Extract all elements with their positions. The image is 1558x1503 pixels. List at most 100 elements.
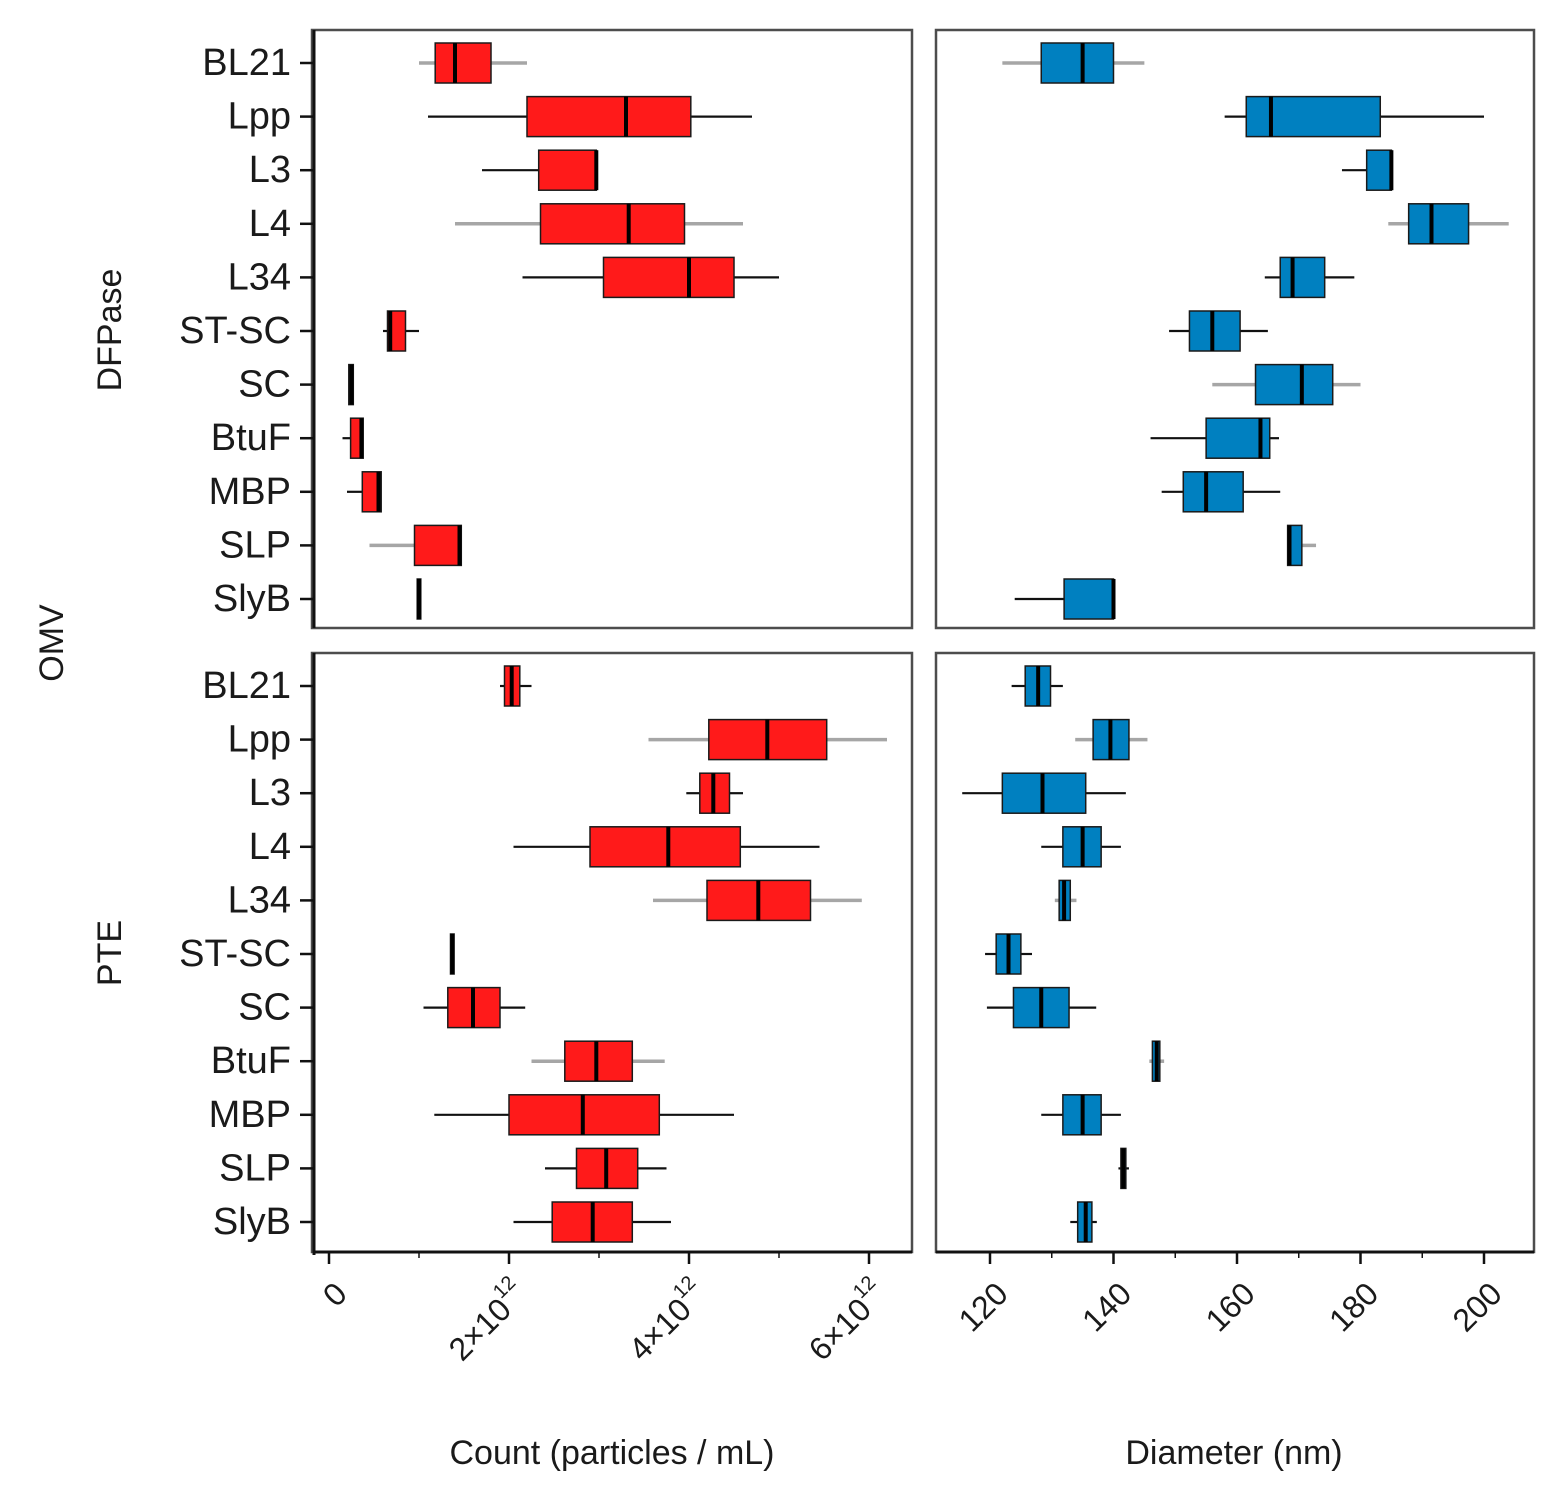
box-st-sc (449, 933, 455, 975)
category-label: BtuF (211, 1040, 291, 1082)
category-label: SLP (219, 1147, 291, 1189)
box-l3 (1341, 149, 1394, 191)
box-iqr (434, 42, 492, 84)
x-tick-label: 2×1012 (438, 1272, 534, 1368)
box-sc (423, 986, 526, 1029)
box-slyb (1070, 1201, 1097, 1243)
box-l4 (455, 203, 743, 245)
panel-dfpase-count (310, 28, 914, 630)
box-l4 (513, 826, 820, 868)
x-axis-title-diameter: Diameter (nm) (1125, 1434, 1342, 1472)
box-bl21 (1002, 42, 1145, 84)
box-iqr (1407, 203, 1470, 245)
x-axis-ticks-count: 0 2×1012 4×1012 6×1012 (314, 1250, 912, 1368)
category-label: ST-SC (179, 310, 291, 352)
box-iqr (361, 471, 382, 513)
box-l4 (1041, 826, 1121, 868)
box-l34 (653, 879, 862, 922)
box-l3 (686, 772, 743, 814)
category-label: L4 (249, 826, 291, 868)
category-label: MBP (209, 471, 291, 513)
x-tick-label: 120 (952, 1275, 1015, 1338)
panel-pte-count (310, 651, 914, 1255)
x-tick-label: 4×1012 (618, 1272, 714, 1368)
box-slp (545, 1147, 667, 1190)
box-iqr (1279, 256, 1326, 299)
box-st-sc (1169, 310, 1268, 352)
box-slyb (513, 1201, 671, 1243)
box-mbp (1161, 471, 1281, 513)
box-iqr (589, 826, 742, 868)
x-axis-title-count: Count (particles / mL) (450, 1434, 775, 1472)
box-lpp (648, 718, 887, 761)
box-mbp (434, 1094, 734, 1136)
panel-dfpase-diameter (934, 28, 1536, 630)
outer-row-label: OMV (33, 604, 71, 682)
box-mbp (347, 471, 382, 513)
category-label: L3 (249, 772, 291, 814)
box-iqr (1063, 578, 1115, 620)
x-axis-ticks-diameter: 120 140 160 180 200 (936, 1250, 1534, 1338)
category-labels-dfpase: BL21 Lpp L3 L4 L34 ST-SC SC BtuF MBP SLP SlyB (179, 42, 314, 620)
panel-pte-diameter (934, 651, 1536, 1254)
category-label: L3 (249, 149, 291, 191)
category-label: Lpp (228, 96, 291, 138)
box-btuf (531, 1040, 665, 1082)
x-tick-label: 160 (1199, 1275, 1262, 1338)
category-label: SlyB (213, 578, 291, 620)
box-btuf (1149, 1040, 1165, 1082)
row-facet-label-dfpase: DFPase (91, 269, 129, 392)
category-labels-pte: BL21 Lpp L3 L4 L34 ST-SC SC BtuF MBP SLP SlyB (179, 665, 314, 1243)
box-iqr (413, 524, 463, 567)
x-tick-label: 6×1012 (798, 1272, 894, 1368)
box-iqr (564, 1040, 634, 1082)
box-slp (369, 524, 463, 567)
box-l34 (522, 256, 779, 299)
box-lpp (1224, 95, 1484, 138)
row-facet-label-pte: PTE (91, 920, 129, 986)
category-label: SC (238, 987, 291, 1029)
category-label: SLP (219, 524, 291, 566)
box-st-sc (985, 933, 1032, 975)
box-bl21 (500, 665, 532, 707)
box-iqr (1040, 42, 1115, 84)
box-slp (1118, 1147, 1129, 1190)
category-label: Lpp (228, 719, 291, 761)
box-iqr (537, 149, 598, 191)
box-mbp (1041, 1094, 1121, 1136)
box-l34 (1054, 879, 1077, 922)
box-sc (348, 363, 355, 406)
box-bl21 (419, 42, 527, 84)
category-label: L4 (249, 203, 291, 245)
category-label: BL21 (202, 42, 291, 84)
box-l34 (1264, 256, 1355, 299)
x-tick-label: 0 (316, 1275, 354, 1313)
box-iqr (1365, 149, 1393, 191)
category-label: ST-SC (179, 933, 291, 975)
box-iqr (1245, 95, 1382, 138)
box-slp (1286, 524, 1317, 567)
box-lpp (1075, 718, 1148, 761)
category-label: SC (238, 364, 291, 406)
panels-layer (310, 28, 1536, 1255)
category-label: SlyB (213, 1201, 291, 1243)
x-tick-label: 180 (1322, 1275, 1385, 1338)
box-l4 (1388, 203, 1509, 245)
x-tick-label: 200 (1446, 1275, 1509, 1338)
box-iqr (1254, 363, 1334, 406)
box-iqr (1188, 310, 1241, 352)
category-label: BL21 (202, 665, 291, 707)
category-label: BtuF (211, 417, 291, 459)
box-slyb (416, 578, 422, 620)
box-btuf (1150, 417, 1279, 459)
x-tick-label: 140 (1075, 1275, 1138, 1338)
box-iqr (539, 203, 686, 245)
category-label: MBP (209, 1094, 291, 1136)
box-btuf (342, 417, 364, 459)
box-slyb (1014, 578, 1116, 620)
box-l3 (482, 149, 599, 191)
box-sc (986, 986, 1097, 1029)
category-label: L34 (228, 256, 291, 298)
box-iqr (526, 95, 692, 138)
